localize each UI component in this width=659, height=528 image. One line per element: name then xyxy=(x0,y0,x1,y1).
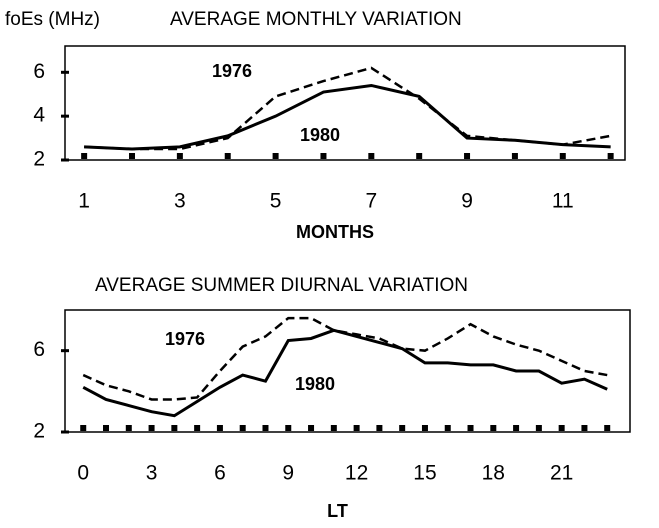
x-tick-label: 3 xyxy=(146,462,158,485)
x-tick xyxy=(467,425,474,431)
chart-title: AVERAGE MONTHLY VARIATION xyxy=(170,9,462,30)
series-label: 1980 xyxy=(295,374,335,394)
x-tick-label: 18 xyxy=(482,462,505,485)
y-tick-label: 4 xyxy=(33,104,45,127)
x-tick xyxy=(224,153,231,159)
x-tick-label: 1 xyxy=(78,190,90,213)
y-tick-label: 6 xyxy=(33,338,45,361)
x-tick xyxy=(176,153,183,159)
x-tick xyxy=(125,425,132,431)
series-line xyxy=(84,66,611,151)
x-tick xyxy=(368,153,375,159)
x-tick-label: 21 xyxy=(550,462,573,485)
y-tick-label: 2 xyxy=(33,148,45,171)
x-tick xyxy=(376,425,383,431)
x-tick xyxy=(511,153,518,159)
x-tick xyxy=(171,425,178,431)
series-line xyxy=(84,83,611,151)
x-tick-label: 0 xyxy=(77,462,89,485)
x-tick xyxy=(421,425,428,431)
x-tick xyxy=(330,425,337,431)
x-tick xyxy=(239,425,246,431)
x-tick xyxy=(262,425,269,431)
series-line xyxy=(82,316,608,401)
x-tick xyxy=(399,425,406,431)
series-label: 1980 xyxy=(300,125,340,145)
x-axis-label: MONTHS xyxy=(296,222,374,242)
x-axis-label: LT xyxy=(327,501,348,521)
x-tick xyxy=(490,425,497,431)
x-tick xyxy=(285,425,292,431)
series-label: 1976 xyxy=(212,61,252,81)
x-tick xyxy=(81,153,88,159)
x-tick xyxy=(464,153,471,159)
x-tick xyxy=(148,425,155,431)
chart-title: AVERAGE SUMMER DIURNAL VARIATION xyxy=(95,275,468,296)
x-tick-label: 5 xyxy=(270,190,282,213)
x-tick xyxy=(581,425,588,431)
y-axis-label: foEs (MHz) xyxy=(5,9,100,30)
x-tick xyxy=(308,425,315,431)
series-label: 1976 xyxy=(165,329,205,349)
x-tick-label: 7 xyxy=(365,190,377,213)
x-tick xyxy=(558,425,565,431)
x-tick xyxy=(353,425,360,431)
x-tick xyxy=(604,425,611,431)
x-tick xyxy=(444,425,451,431)
x-tick xyxy=(320,153,327,159)
x-tick xyxy=(559,153,566,159)
x-tick xyxy=(607,153,614,159)
x-tick-label: 6 xyxy=(214,462,226,485)
x-tick-label: 12 xyxy=(345,462,368,485)
x-tick xyxy=(272,153,279,159)
x-tick-label: 11 xyxy=(552,190,574,213)
x-tick xyxy=(129,153,136,159)
y-tick-label: 6 xyxy=(33,60,45,83)
x-tick xyxy=(80,425,87,431)
x-tick xyxy=(535,425,542,431)
x-tick-label: 9 xyxy=(461,190,473,213)
x-tick xyxy=(513,425,520,431)
plot-frame xyxy=(64,45,626,161)
y-tick-label: 2 xyxy=(33,420,45,443)
plot-frame xyxy=(64,309,631,433)
x-tick xyxy=(194,425,201,431)
x-tick xyxy=(416,153,423,159)
x-tick-label: 3 xyxy=(174,190,186,213)
x-tick xyxy=(103,425,110,431)
x-tick xyxy=(216,425,223,431)
x-tick-label: 15 xyxy=(413,462,436,485)
series-line xyxy=(82,328,608,418)
x-tick-label: 9 xyxy=(282,462,294,485)
